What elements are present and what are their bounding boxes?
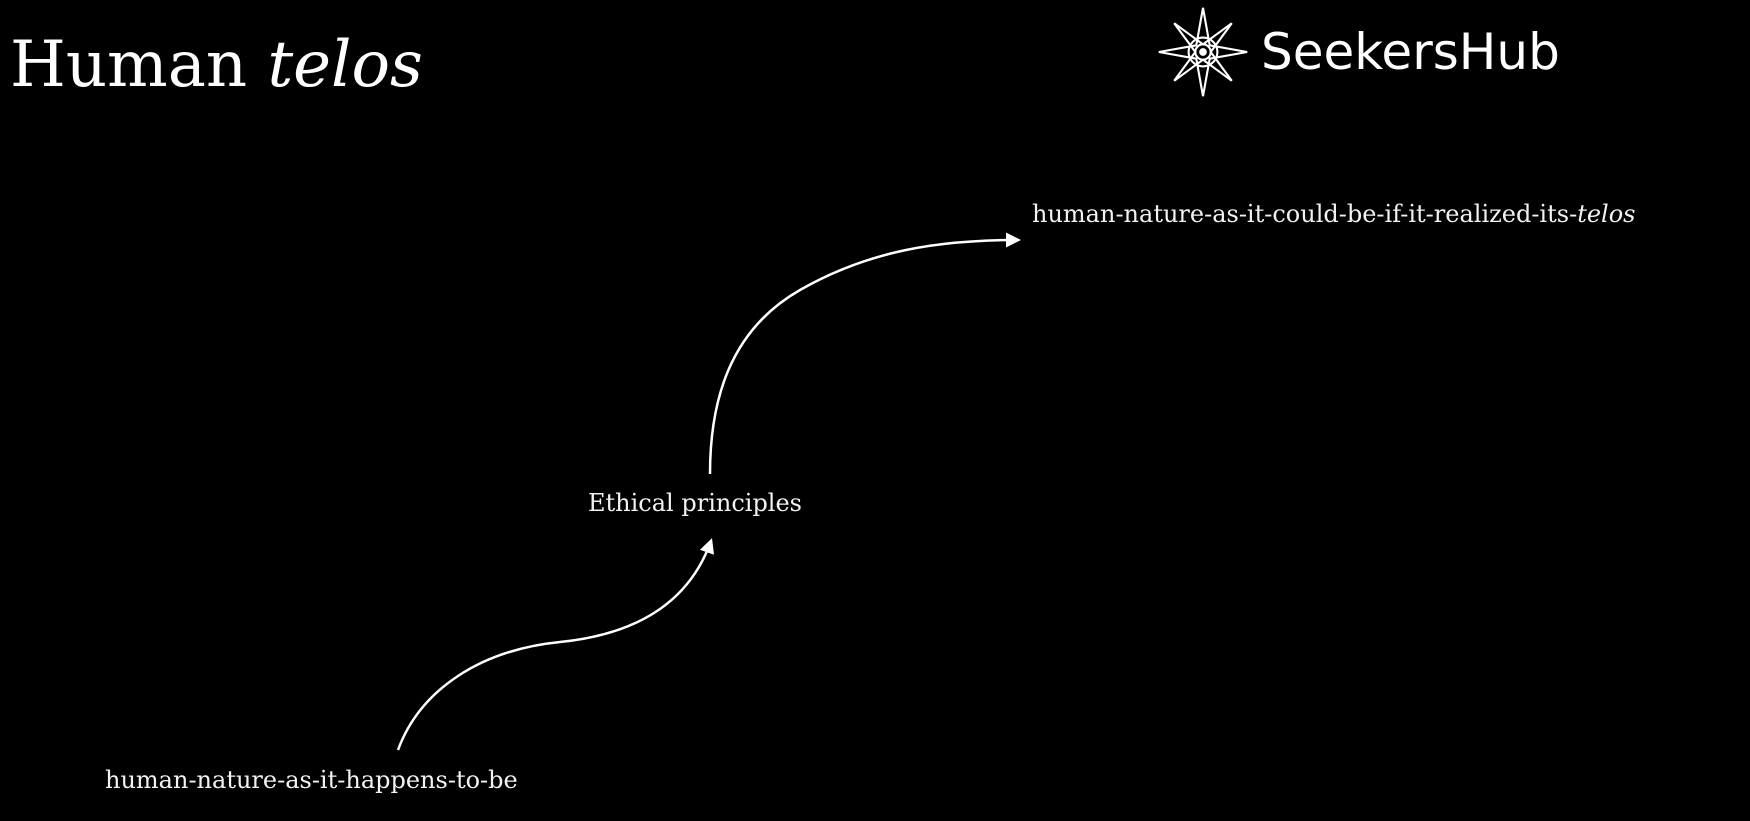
node-end-plain: human-nature-as-it-could-be-if-it-realiz…	[1032, 200, 1578, 228]
node-end-italic: telos	[1577, 200, 1636, 228]
arrow-middle-to-end	[708, 232, 1021, 475]
brand-name: SeekersHub	[1261, 23, 1560, 81]
compass-star-icon	[1158, 7, 1248, 97]
slide-title: Human telos	[10, 30, 423, 100]
arrow-start-to-middle	[396, 538, 715, 751]
node-start-label: human-nature-as-it-happens-to-be	[105, 766, 518, 794]
title-plain: Human	[10, 28, 248, 102]
node-middle-label: Ethical principles	[588, 489, 802, 517]
brand-logo: SeekersHub	[1155, 4, 1560, 100]
node-end-label: human-nature-as-it-could-be-if-it-realiz…	[1032, 200, 1635, 228]
title-italic: telos	[267, 28, 423, 102]
